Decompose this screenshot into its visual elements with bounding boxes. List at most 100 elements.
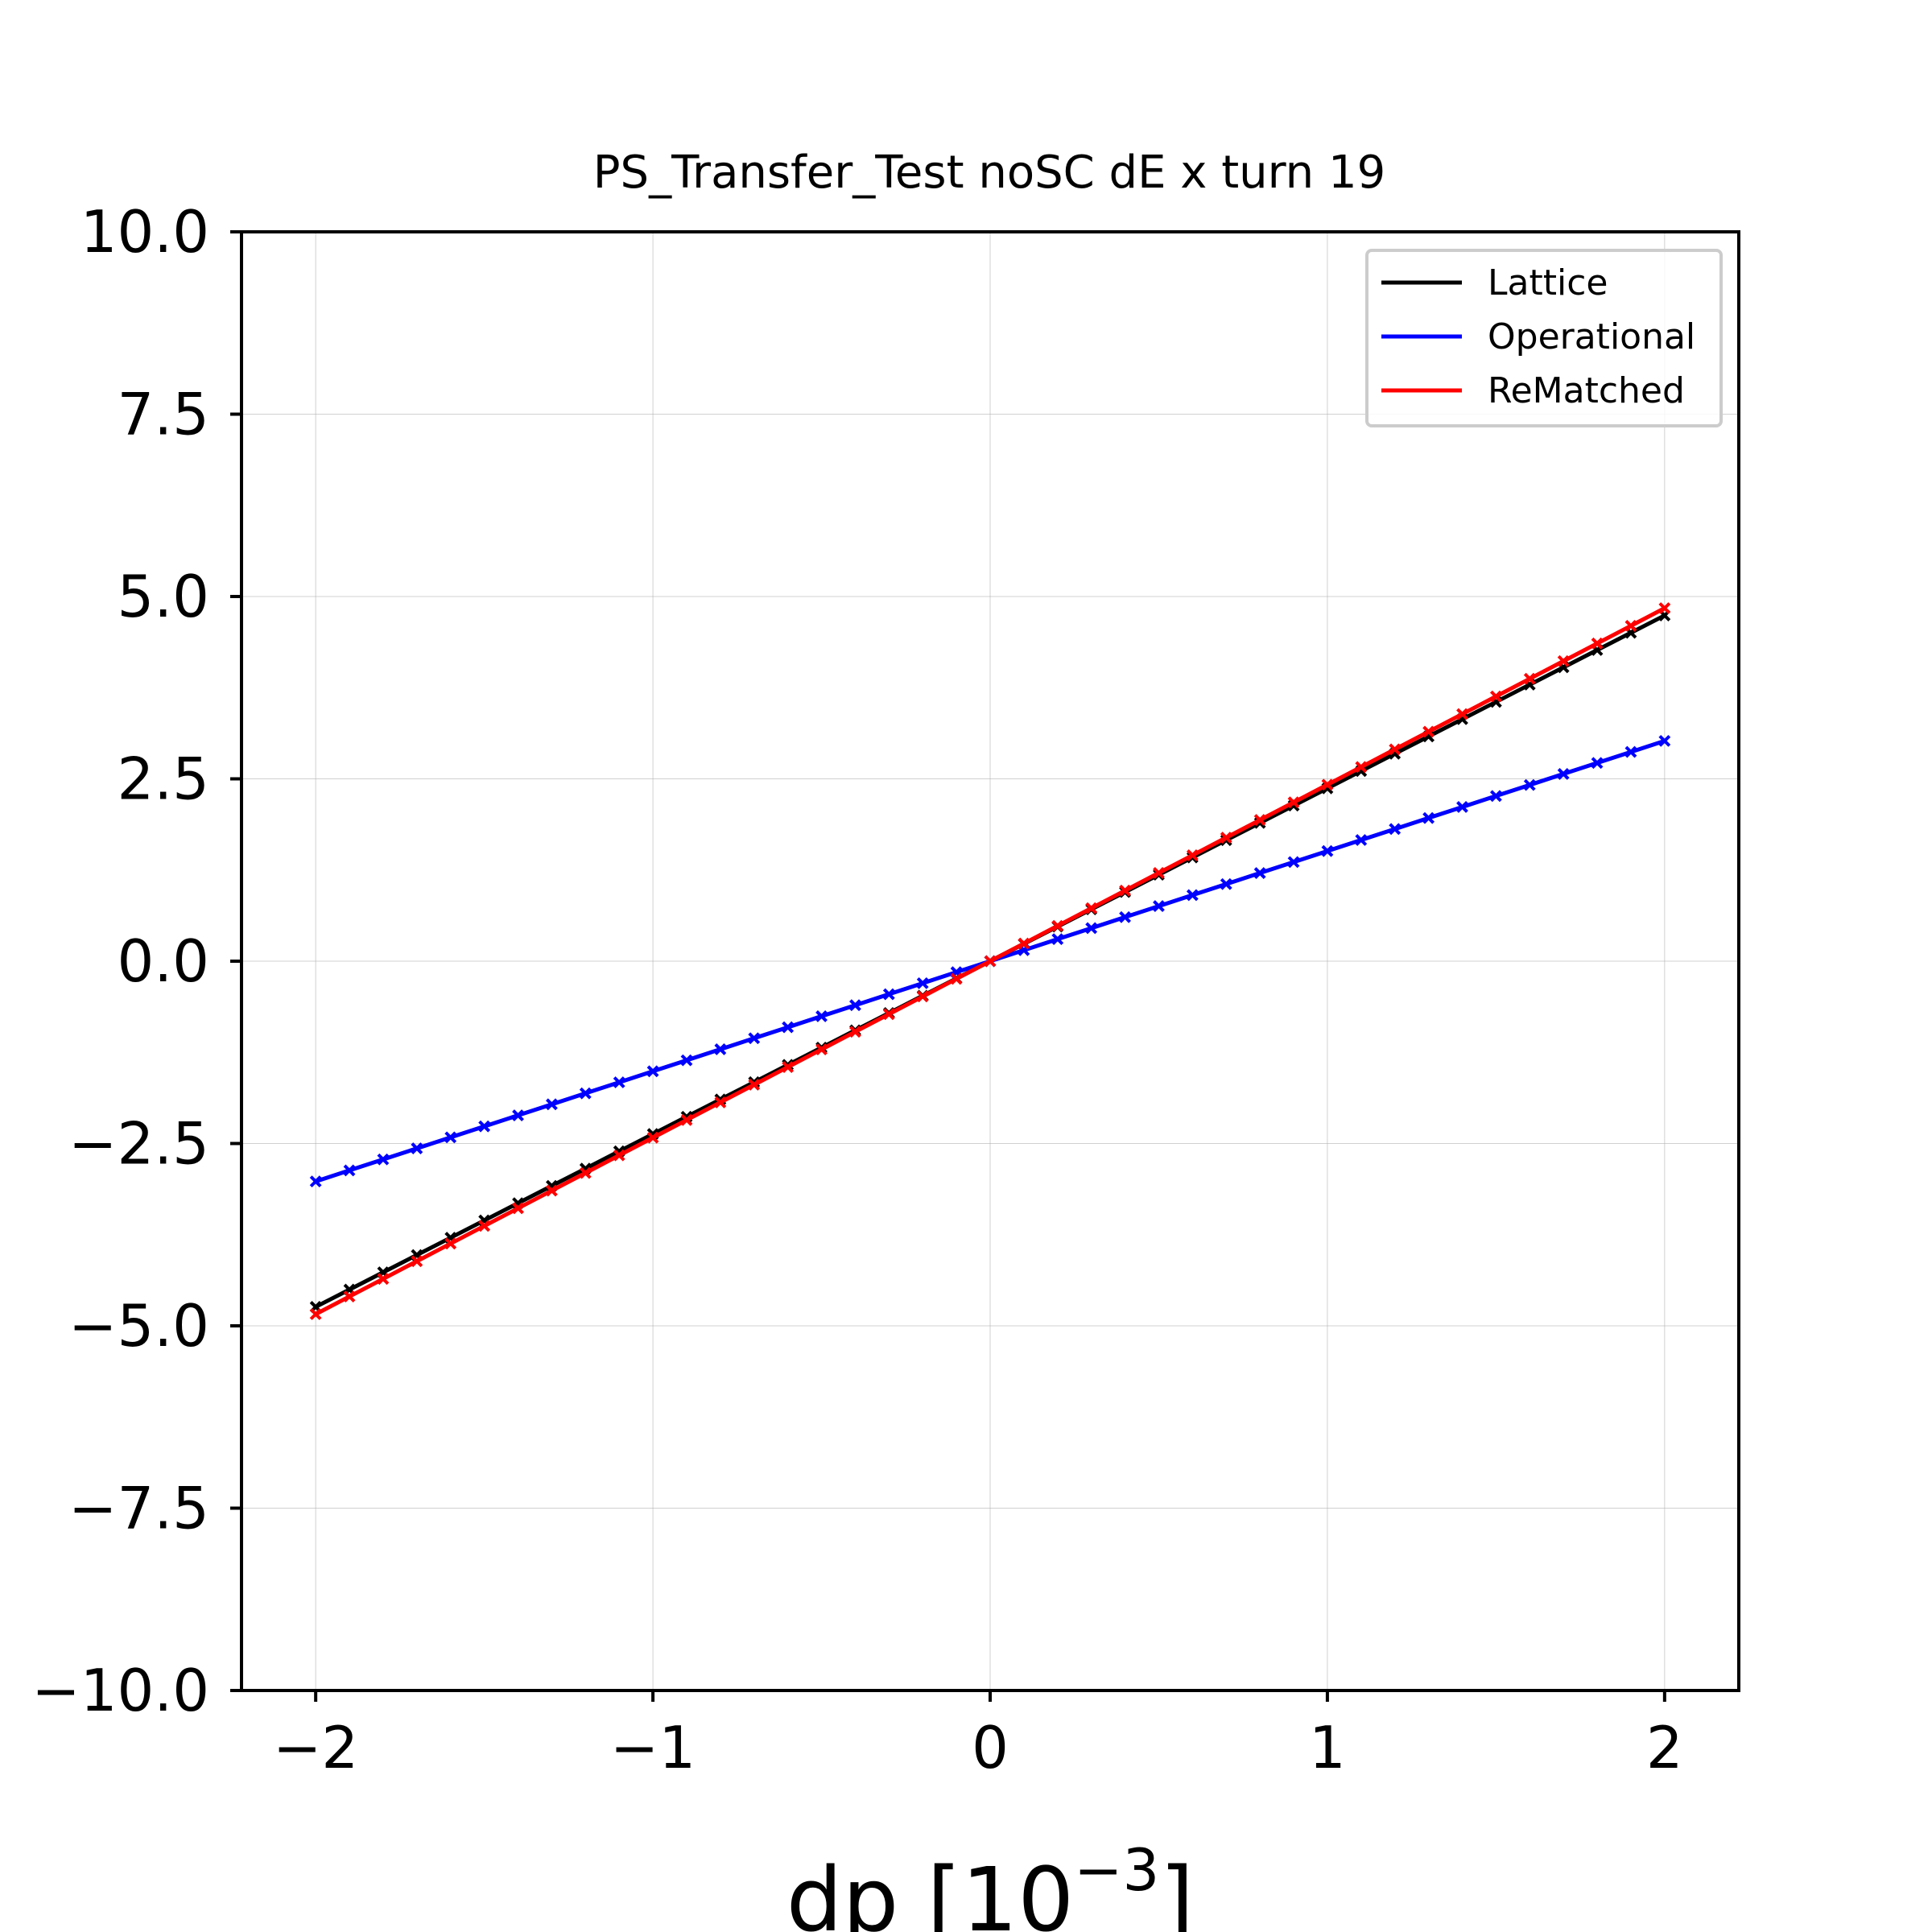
data-point-operational: [849, 999, 861, 1012]
data-point-rematched: [512, 1202, 524, 1215]
y-tick-label: 2.5: [117, 745, 209, 813]
data-point-operational: [444, 1131, 457, 1144]
data-point-rematched: [1658, 602, 1671, 614]
data-point-operational: [782, 1021, 795, 1034]
data-point-operational: [1119, 910, 1131, 923]
data-point-rematched: [882, 1008, 895, 1021]
data-point-rematched: [1287, 796, 1300, 809]
data-point-rematched: [343, 1290, 356, 1302]
data-point-rematched: [1557, 654, 1570, 667]
data-point-operational: [478, 1120, 491, 1133]
data-point-operational: [815, 1009, 828, 1022]
data-point-operational: [882, 988, 895, 1001]
data-point-rematched: [815, 1043, 828, 1056]
data-point-rematched: [1422, 725, 1435, 738]
legend: Lattice Operational ReMatched: [1365, 249, 1723, 427]
data-point-operational: [1186, 889, 1199, 902]
data-point-rematched: [1456, 708, 1468, 720]
data-point-rematched: [714, 1096, 727, 1108]
data-point-rematched: [1523, 672, 1536, 685]
data-point-rematched: [444, 1237, 457, 1250]
chart-title: PS_Transfer_Test noSC dE x turn 19: [593, 147, 1385, 199]
data-point-rematched: [1186, 849, 1199, 861]
axes: −2 −1 0 1 2 10.0 7.5 5.0 2.5 0.0 −2.5 −5.0 −7.5 −10.0: [31, 198, 1682, 1781]
data-point-rematched: [950, 972, 963, 985]
data-point-operational: [1624, 745, 1637, 758]
data-point-rematched: [748, 1079, 761, 1091]
data-point-operational: [545, 1098, 558, 1111]
data-point-rematched: [1389, 743, 1402, 756]
data-point-operational: [916, 976, 929, 989]
data-point-operational: [309, 1175, 322, 1188]
y-tick-label: −2.5: [68, 1110, 209, 1178]
data-point-rematched: [1591, 637, 1604, 650]
x-axis-label-suffix: ]: [1159, 1848, 1194, 1932]
data-point-operational: [1389, 823, 1402, 836]
data-point-operational: [1355, 834, 1368, 846]
x-tick-label: 0: [972, 1714, 1009, 1781]
legend-label-operational: Operational: [1488, 316, 1695, 357]
data-point-rematched: [1355, 761, 1368, 774]
x-tick-label: −2: [273, 1714, 358, 1781]
data-point-operational: [1591, 757, 1604, 770]
data-point-operational: [512, 1109, 524, 1121]
data-point-operational: [1523, 778, 1536, 791]
y-tick-label: 0.0: [117, 927, 209, 995]
data-point-operational: [714, 1043, 727, 1055]
data-point-operational: [1557, 768, 1570, 780]
y-tick-label: 7.5: [117, 381, 209, 448]
data-point-rematched: [411, 1255, 423, 1268]
data-point-rematched: [680, 1113, 693, 1126]
y-tick-label: 5.0: [117, 563, 209, 630]
data-point-rematched: [1085, 902, 1098, 914]
data-point-rematched: [1321, 778, 1334, 791]
data-point-rematched: [377, 1273, 390, 1286]
data-point-operational: [646, 1065, 659, 1078]
data-point-operational: [343, 1164, 356, 1177]
data-point-rematched: [1220, 832, 1232, 844]
data-point-operational: [1253, 867, 1266, 879]
data-point-rematched: [646, 1131, 659, 1144]
data-point-operational: [377, 1153, 390, 1166]
data-point-operational: [1051, 933, 1064, 946]
data-point-rematched: [309, 1308, 322, 1320]
legend-box: [1365, 249, 1723, 427]
data-point-rematched: [1253, 814, 1266, 827]
y-tick-label: −5.0: [68, 1292, 209, 1360]
data-point-rematched: [613, 1149, 625, 1162]
data-point-operational: [748, 1032, 761, 1045]
series-rematched: [309, 602, 1671, 1320]
data-point-operational: [1153, 900, 1165, 913]
y-tick-label: 10.0: [80, 198, 209, 266]
x-axis-label: dp [10−3]: [786, 1836, 1195, 1932]
data-point-operational: [1321, 844, 1334, 857]
data-point-rematched: [545, 1184, 558, 1197]
data-point-operational: [1220, 877, 1232, 890]
data-point-rematched: [579, 1166, 592, 1179]
data-point-operational: [1085, 922, 1098, 935]
data-point-rematched: [1018, 937, 1030, 950]
data-point-rematched: [849, 1026, 861, 1038]
data-point-rematched: [782, 1061, 795, 1073]
x-tick-label: −1: [610, 1714, 696, 1781]
series-layer: [309, 602, 1671, 1320]
data-point-operational: [680, 1054, 693, 1067]
data-point-rematched: [1153, 866, 1165, 879]
x-axis-label-exponent: −3: [1074, 1836, 1159, 1904]
legend-label-lattice: Lattice: [1488, 262, 1608, 303]
data-point-rematched: [1051, 919, 1064, 932]
data-point-rematched: [984, 955, 997, 968]
data-point-operational: [411, 1142, 423, 1154]
legend-label-rematched: ReMatched: [1488, 370, 1685, 411]
x-tick-label: 1: [1309, 1714, 1346, 1781]
data-point-rematched: [1119, 884, 1131, 897]
data-point-rematched: [478, 1220, 491, 1232]
data-point-operational: [1489, 790, 1502, 803]
data-point-rematched: [1489, 690, 1502, 703]
data-point-rematched: [1624, 620, 1637, 632]
data-point-operational: [1456, 801, 1468, 813]
data-point-operational: [613, 1076, 625, 1088]
data-point-operational: [1287, 856, 1300, 869]
y-tick-label: −10.0: [31, 1657, 209, 1724]
